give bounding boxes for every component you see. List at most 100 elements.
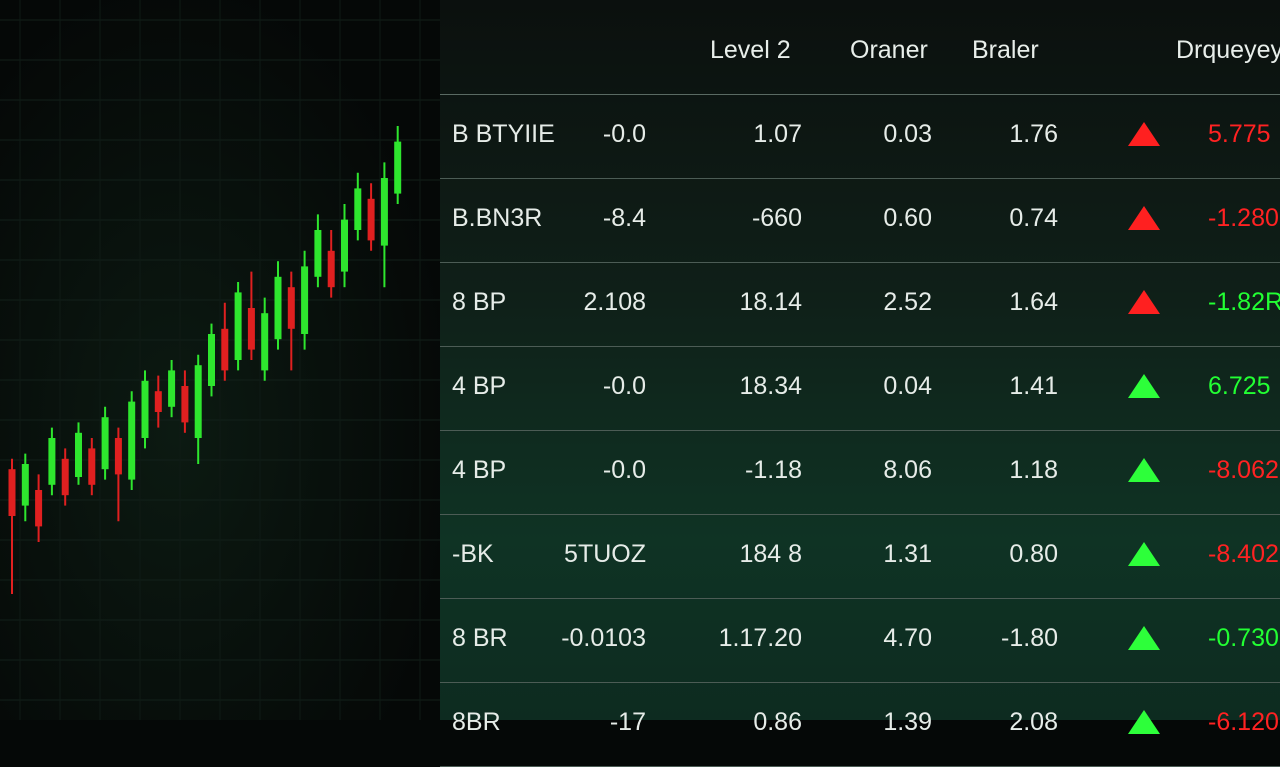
- level2-table: Level 2 Oraner Braler Drqueyey B BTYIIE -…: [440, 0, 1280, 767]
- row-symbol: 8 BR: [452, 624, 508, 652]
- candlestick-chart: [0, 0, 440, 720]
- up-arrow-green-icon: [1128, 458, 1160, 482]
- candle-down: [114, 438, 122, 475]
- row-symbol: 4 BP: [452, 372, 507, 400]
- row-broker: 1.18: [1009, 456, 1058, 484]
- table-row[interactable]: B BTYIIE -0.0 1.07 0.03 1.76 5.775: [440, 94, 1280, 179]
- table-header: Level 2 Oraner Braler Drqueyey: [440, 0, 1280, 95]
- table-row[interactable]: 4 BP -0.0 -1.18 8.06 1.18 -8.062: [440, 430, 1280, 515]
- row-order: 0.04: [883, 372, 932, 400]
- candle-down: [88, 448, 96, 485]
- row-change: 5.775: [1208, 120, 1271, 148]
- header-last[interactable]: Drqueyey: [1176, 36, 1280, 64]
- row-size: 2.108: [583, 288, 646, 316]
- candle-down: [35, 490, 43, 527]
- row-symbol: 4 BP: [452, 456, 507, 484]
- header-order[interactable]: Oraner: [850, 36, 928, 64]
- candle-up: [21, 464, 29, 506]
- header-broker[interactable]: Braler: [972, 36, 1039, 64]
- candle-up: [48, 438, 56, 485]
- candle-up: [261, 313, 269, 371]
- row-order: 0.60: [883, 204, 932, 232]
- up-arrow-green-icon: [1128, 542, 1160, 566]
- row-order: 0.03: [883, 120, 932, 148]
- candle-up: [141, 380, 149, 438]
- row-size: -0.0: [602, 372, 646, 400]
- candle-up: [75, 432, 82, 477]
- row-symbol: 8BR: [452, 708, 501, 736]
- row-size: -0.0: [602, 456, 646, 484]
- row-size: 5TUOZ: [564, 540, 646, 568]
- up-arrow-green-icon: [1128, 626, 1160, 650]
- row-symbol: B.BN3R: [452, 204, 543, 232]
- candle-up: [208, 334, 215, 386]
- row-symbol: -BK: [452, 540, 494, 568]
- row-broker: 0.80: [1009, 540, 1058, 568]
- row-level: 184 8: [739, 540, 802, 568]
- up-arrow-red-icon: [1128, 122, 1160, 146]
- candle-down: [154, 391, 162, 412]
- row-size: -0.0103: [561, 624, 646, 652]
- row-order: 1.39: [883, 708, 932, 736]
- row-order: 2.52: [883, 288, 932, 316]
- table-row[interactable]: 8 BR -0.0103 1.17.20 4.70 -1.80 -0.730: [440, 598, 1280, 683]
- row-change: -1.82R: [1208, 288, 1280, 316]
- row-size: -0.0: [602, 120, 646, 148]
- table-row[interactable]: 4 BP -0.0 18.34 0.04 1.41 6.725: [440, 346, 1280, 431]
- table-row[interactable]: 8 BP 2.108 18.14 2.52 1.64 -1.82R: [440, 262, 1280, 347]
- row-change: 6.725: [1208, 372, 1271, 400]
- up-arrow-red-icon: [1128, 206, 1160, 230]
- candle-down: [61, 458, 69, 496]
- row-change: -0.730: [1208, 624, 1279, 652]
- up-arrow-green-icon: [1128, 374, 1160, 398]
- row-order: 4.70: [883, 624, 932, 652]
- row-level: 18.34: [739, 372, 802, 400]
- row-size: -8.4: [602, 204, 646, 232]
- candle-up: [380, 178, 388, 246]
- row-order: 8.06: [883, 456, 932, 484]
- candle-up: [274, 276, 282, 340]
- table-row[interactable]: 8BR -17 0.86 1.39 2.08 -6.120: [440, 682, 1280, 767]
- candle-up: [301, 266, 309, 334]
- candle-up: [168, 370, 176, 407]
- row-broker: 1.64: [1009, 288, 1058, 316]
- candle-down: [287, 287, 295, 329]
- up-arrow-green-icon: [1128, 710, 1160, 734]
- candle-down: [221, 328, 229, 371]
- row-broker: -1.80: [1001, 624, 1058, 652]
- candle-down: [367, 198, 375, 241]
- candle-down: [181, 386, 189, 423]
- candle-down: [327, 250, 335, 288]
- row-broker: 2.08: [1009, 708, 1058, 736]
- row-level: 1.17.20: [718, 624, 802, 652]
- candle-up: [341, 219, 348, 272]
- candle-up: [234, 292, 242, 360]
- table-row[interactable]: -BK 5TUOZ 184 8 1.31 0.80 -8.402: [440, 514, 1280, 599]
- candle-down: [8, 469, 16, 516]
- candle-up: [394, 141, 402, 194]
- row-broker: 0.74: [1009, 204, 1058, 232]
- row-symbol: B BTYIIE: [452, 120, 555, 148]
- row-size: -17: [609, 708, 646, 736]
- row-level: -1.18: [745, 456, 802, 484]
- candle-up: [194, 365, 202, 438]
- table-row[interactable]: B.BN3R -8.4 -660 0.60 0.74 -1.280: [440, 178, 1280, 263]
- row-change: -6.120: [1208, 708, 1279, 736]
- row-change: -8.402: [1208, 540, 1279, 568]
- row-broker: 1.76: [1009, 120, 1058, 148]
- candlestick-chart-panel: [0, 0, 440, 720]
- candle-up: [354, 188, 362, 230]
- row-level: -660: [751, 204, 802, 232]
- row-level: 18.14: [739, 288, 802, 316]
- row-order: 1.31: [883, 540, 932, 568]
- row-change: -8.062: [1208, 456, 1279, 484]
- header-level-2[interactable]: Level 2: [710, 36, 791, 64]
- candle-up: [101, 417, 109, 470]
- candle-down: [247, 308, 255, 350]
- candle-up: [314, 230, 322, 277]
- row-change: -1.280: [1208, 204, 1279, 232]
- row-level: 1.07: [753, 120, 802, 148]
- up-arrow-red-icon: [1128, 290, 1160, 314]
- row-level: 0.86: [753, 708, 802, 736]
- row-symbol: 8 BP: [452, 288, 507, 316]
